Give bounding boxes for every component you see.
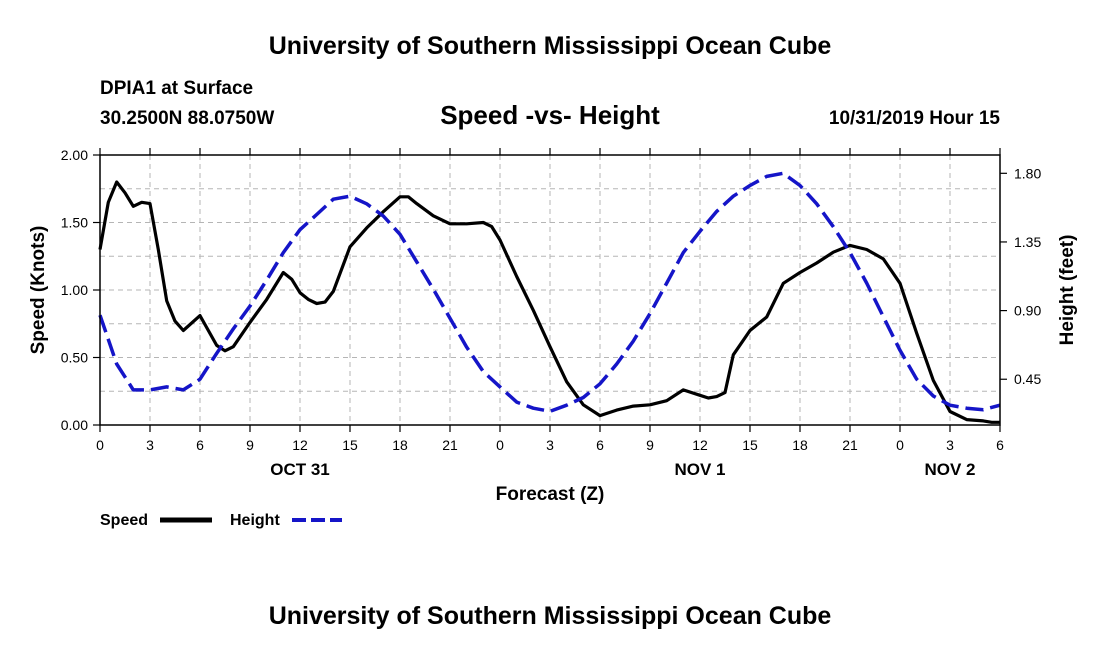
legend-speed-label: Speed bbox=[100, 512, 148, 529]
x-tick-label: 21 bbox=[842, 437, 858, 453]
y-right-tick-label: 1.80 bbox=[1014, 165, 1041, 181]
x-tick-label: 3 bbox=[146, 437, 154, 453]
legend-height-label: Height bbox=[230, 512, 280, 529]
legend: Speed Height bbox=[100, 512, 342, 529]
x-tick-label: 15 bbox=[742, 437, 758, 453]
date-label: NOV 2 bbox=[924, 460, 975, 479]
x-tick-label: 0 bbox=[496, 437, 504, 453]
top-title: University of Southern Mississippi Ocean… bbox=[269, 32, 832, 60]
axis-ticks: 0 3 6 9 12 15 18 21 0 3 6 9 12 15 18 21 0 3 6 0.00 0.50 1.00 1… bbox=[61, 147, 1042, 479]
y-axis-left-label: Speed (Knots) bbox=[28, 226, 49, 355]
x-tick-label: 18 bbox=[392, 437, 408, 453]
y-left-tick-label: 1.00 bbox=[61, 282, 88, 298]
series-line-speed bbox=[98, 180, 1000, 424]
date-label: OCT 31 bbox=[270, 460, 330, 479]
x-tick-label: 12 bbox=[692, 437, 708, 453]
coords-label: 30.2500N 88.0750W bbox=[100, 108, 274, 129]
y-left-tick-label: 1.50 bbox=[61, 215, 88, 231]
y-right-tick-label: 1.35 bbox=[1014, 234, 1041, 250]
station-label: DPIA1 at Surface bbox=[100, 78, 253, 99]
plot-title: Speed -vs- Height bbox=[440, 100, 660, 130]
x-axis-label: Forecast (Z) bbox=[496, 484, 605, 505]
x-tick-label: 9 bbox=[646, 437, 654, 453]
x-tick-label: 6 bbox=[996, 437, 1004, 453]
date-label: NOV 1 bbox=[674, 460, 725, 479]
y-axis-right-label: Height (feet) bbox=[1057, 235, 1078, 346]
series-layer bbox=[98, 171, 1001, 424]
bottom-title: University of Southern Mississippi Ocean… bbox=[269, 602, 832, 630]
x-tick-label: 9 bbox=[246, 437, 254, 453]
y-left-tick-label: 2.00 bbox=[61, 147, 88, 163]
grid bbox=[100, 155, 1000, 425]
x-tick-label: 15 bbox=[342, 437, 358, 453]
x-tick-label: 0 bbox=[96, 437, 104, 453]
x-tick-label: 0 bbox=[896, 437, 904, 453]
series-line-height bbox=[98, 171, 1001, 414]
x-tick-label: 21 bbox=[442, 437, 458, 453]
x-tick-label: 3 bbox=[946, 437, 954, 453]
y-right-tick-label: 0.45 bbox=[1014, 371, 1041, 387]
y-right-tick-label: 0.90 bbox=[1014, 303, 1041, 319]
x-tick-label: 18 bbox=[792, 437, 808, 453]
x-tick-label: 6 bbox=[596, 437, 604, 453]
x-tick-label: 3 bbox=[546, 437, 554, 453]
x-tick-label: 6 bbox=[196, 437, 204, 453]
timestamp-label: 10/31/2019 Hour 15 bbox=[829, 108, 1001, 129]
y-left-tick-label: 0.00 bbox=[61, 417, 88, 433]
y-left-tick-label: 0.50 bbox=[61, 350, 88, 366]
x-tick-label: 12 bbox=[292, 437, 308, 453]
